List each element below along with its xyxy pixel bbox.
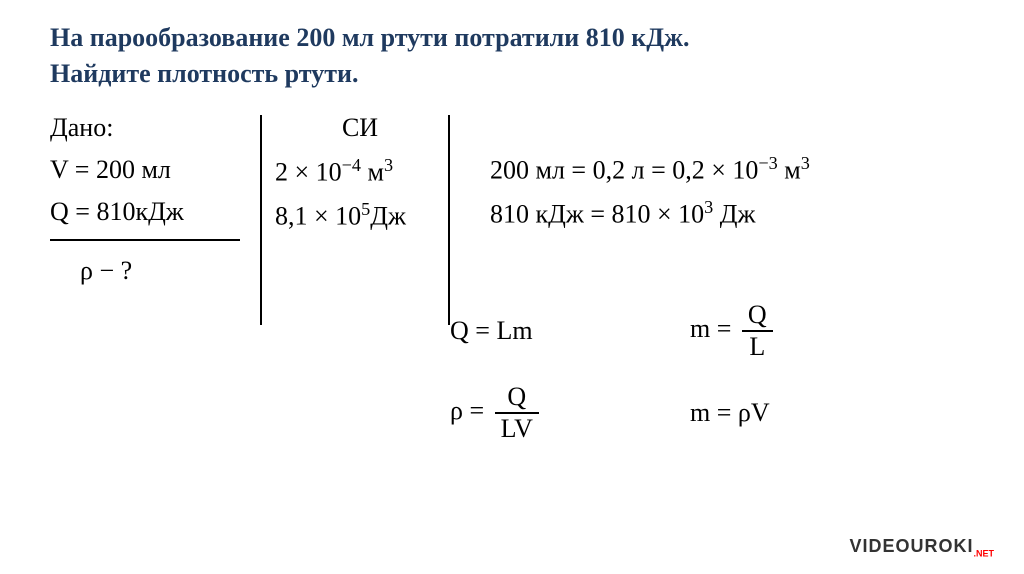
- problem-line-2: Найдите плотность ртути.: [50, 56, 974, 92]
- dano-label: Дано:: [50, 113, 245, 143]
- dano-column: Дано: V = 200 мл Q = 810кДж ρ − ?: [50, 113, 260, 286]
- formula-row-1: Q = Lm m = Q L: [450, 300, 777, 362]
- formula-m-rhoV: m = ρV: [690, 398, 770, 428]
- conversion-q: 810 кДж = 810 × 103 Дж: [490, 197, 810, 230]
- frac-den-LV: LV: [495, 414, 539, 444]
- find-row: ρ − ?: [50, 256, 245, 286]
- fraction-q-L: Q L: [742, 300, 773, 362]
- divider-horizontal: [50, 239, 240, 241]
- si-label: СИ: [275, 113, 445, 143]
- conversion-column: 200 мл = 0,2 л = 0,2 × 10−3 м3 810 кДж =…: [460, 113, 810, 242]
- frac-den-L: L: [743, 332, 771, 362]
- frac-num-q2: Q: [501, 382, 532, 412]
- watermark-main: VIDEOUROKI: [849, 536, 973, 556]
- conversion-v: 200 мл = 0,2 л = 0,2 × 10−3 м3: [490, 153, 810, 186]
- watermark: VIDEOUROKI.NET: [849, 536, 994, 559]
- given-section: Дано: V = 200 мл Q = 810кДж ρ − ? СИ 2 ×…: [50, 113, 974, 286]
- si-v: 2 × 10−4 м3: [275, 155, 445, 188]
- watermark-net: .NET: [973, 549, 994, 559]
- formula-rho-left: ρ =: [450, 396, 484, 425]
- fraction-q-LV: Q LV: [495, 382, 539, 444]
- formula-q-lm: Q = Lm: [450, 316, 690, 346]
- si-column: СИ 2 × 10−4 м3 8,1 × 105Дж: [260, 113, 460, 244]
- dano-v: V = 200 мл: [50, 155, 245, 185]
- problem-statement: На парообразование 200 мл ртути потратил…: [50, 20, 974, 93]
- formulas-area: Q = Lm m = Q L ρ = Q LV m = ρV: [450, 300, 777, 444]
- formula-m-qL: m = Q L: [690, 300, 777, 362]
- divider-vertical-2: [448, 115, 450, 325]
- formula-rho: ρ = Q LV: [450, 382, 690, 444]
- frac-num-q: Q: [742, 300, 773, 330]
- si-q: 8,1 × 105Дж: [275, 199, 445, 232]
- dano-q: Q = 810кДж: [50, 197, 245, 227]
- divider-vertical-1: [260, 115, 262, 325]
- problem-line-1: На парообразование 200 мл ртути потратил…: [50, 20, 974, 56]
- formula-m-qL-left: m =: [690, 314, 731, 343]
- formula-row-2: ρ = Q LV m = ρV: [450, 382, 777, 444]
